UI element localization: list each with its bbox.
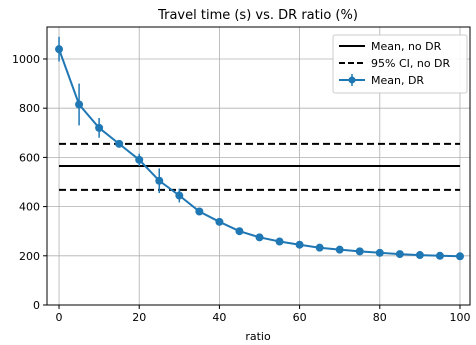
y-tick-label: 0: [33, 299, 40, 312]
data-point: [75, 100, 84, 109]
data-point: [315, 243, 324, 252]
x-tick-label: 100: [449, 311, 470, 324]
plot-frame: [46, 26, 471, 306]
data-point: [55, 45, 64, 54]
x-tick-label: 0: [56, 311, 63, 324]
y-tick-label: 600: [19, 151, 40, 164]
data-point: [435, 251, 444, 260]
legend-label: 95% CI, no DR: [371, 57, 451, 70]
data-point: [275, 237, 284, 246]
data-point: [415, 251, 424, 260]
legend-label: Mean, no DR: [371, 40, 442, 53]
data-point: [355, 247, 364, 256]
legend-label: Mean, DR: [371, 74, 424, 87]
legend-swatch-marker: [348, 76, 356, 84]
data-point: [155, 176, 164, 185]
x-tick-label: 40: [212, 311, 226, 324]
chart-title: Travel time (s) vs. DR ratio (%): [157, 8, 358, 23]
legend-box: [332, 34, 468, 94]
data-point: [455, 252, 464, 261]
y-tick-label: 400: [19, 201, 40, 214]
data-point: [135, 155, 144, 164]
x-axis-title: ratio: [245, 330, 271, 343]
legend: Mean, no DR 95% CI, no DR Mean, DR: [332, 34, 468, 94]
y-tick-label: 1000: [12, 53, 40, 66]
data-point: [115, 139, 124, 148]
data-point: [335, 245, 344, 254]
data-point: [375, 248, 384, 257]
x-tick-label: 60: [293, 311, 307, 324]
series-layer: [55, 36, 464, 261]
data-point: [235, 227, 244, 236]
y-tick-label: 200: [19, 250, 40, 263]
data-point: [395, 250, 404, 259]
y-tick-label: 800: [19, 102, 40, 115]
x-tick-label: 80: [373, 311, 387, 324]
data-point: [215, 217, 224, 226]
data-point: [255, 233, 264, 242]
x-tick-label: 20: [132, 311, 146, 324]
data-point: [295, 240, 304, 249]
data-point: [175, 191, 184, 200]
data-point: [95, 123, 104, 132]
data-point: [195, 207, 204, 216]
